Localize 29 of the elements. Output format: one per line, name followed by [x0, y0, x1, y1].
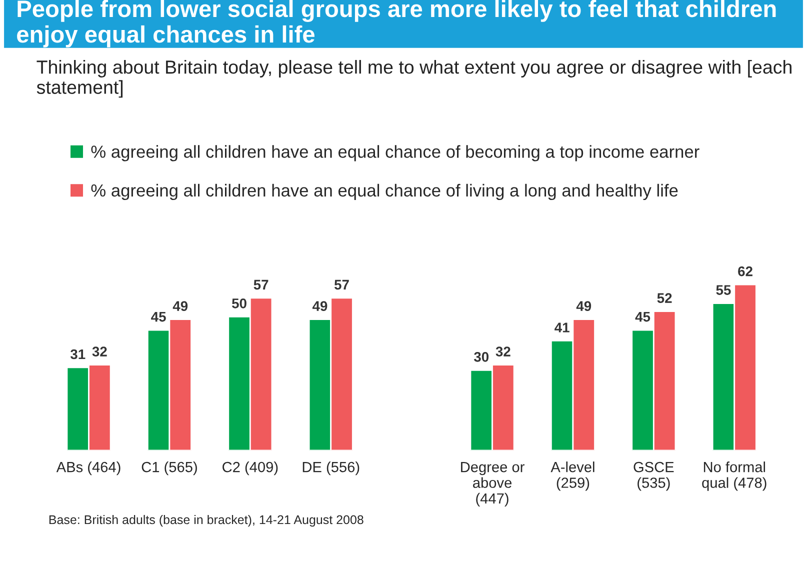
x-tick-label: C2 (409) [222, 462, 278, 476]
x-tick-label: C1 (565) [142, 462, 197, 476]
data-label: 41 [554, 322, 570, 332]
data-label: 57 [254, 280, 268, 290]
x-tick-label: No formal qual (478) [702, 462, 766, 491]
data-label: 31 [70, 349, 86, 360]
data-label: 57 [334, 280, 349, 290]
legend-label: % agreeing all children have an equal chance of becoming a top income earner [91, 145, 700, 162]
data-label: 45 [151, 312, 166, 322]
data-label: 55 [716, 285, 731, 295]
x-tick-label: ABs (464) [56, 462, 120, 476]
data-label: 49 [576, 301, 592, 311]
x-tick-label: GSCE (535) [634, 462, 674, 491]
x-tick-label: DE (556) [302, 462, 360, 476]
text: Base: British adults (base in bracket), 14-21 August 2008 [49, 514, 364, 527]
chart-title: People from lower social groups are more likely to feel that children enjoy equal chances in life [17, 0, 776, 48]
data-label: 49 [312, 301, 328, 311]
data-label: 50 [232, 298, 246, 308]
data-label: 49 [172, 301, 188, 311]
data-label: 62 [738, 266, 752, 276]
data-label: 32 [92, 346, 107, 356]
data-label: 52 [657, 293, 672, 303]
data-label: 45 [635, 312, 650, 322]
x-tick-label: Degree or above (447) [461, 462, 524, 507]
x-tick-label: A-level (259) [550, 462, 594, 491]
data-label: 30 [474, 352, 489, 362]
data-label: 32 [496, 346, 510, 356]
chart-subtitle: Thinking about Britain today, please tell me to what extent you agree or disagree with [each statement] [36, 60, 792, 98]
legend-label: % agreeing all children have an equal chance of living a long and healthy life [91, 184, 678, 200]
